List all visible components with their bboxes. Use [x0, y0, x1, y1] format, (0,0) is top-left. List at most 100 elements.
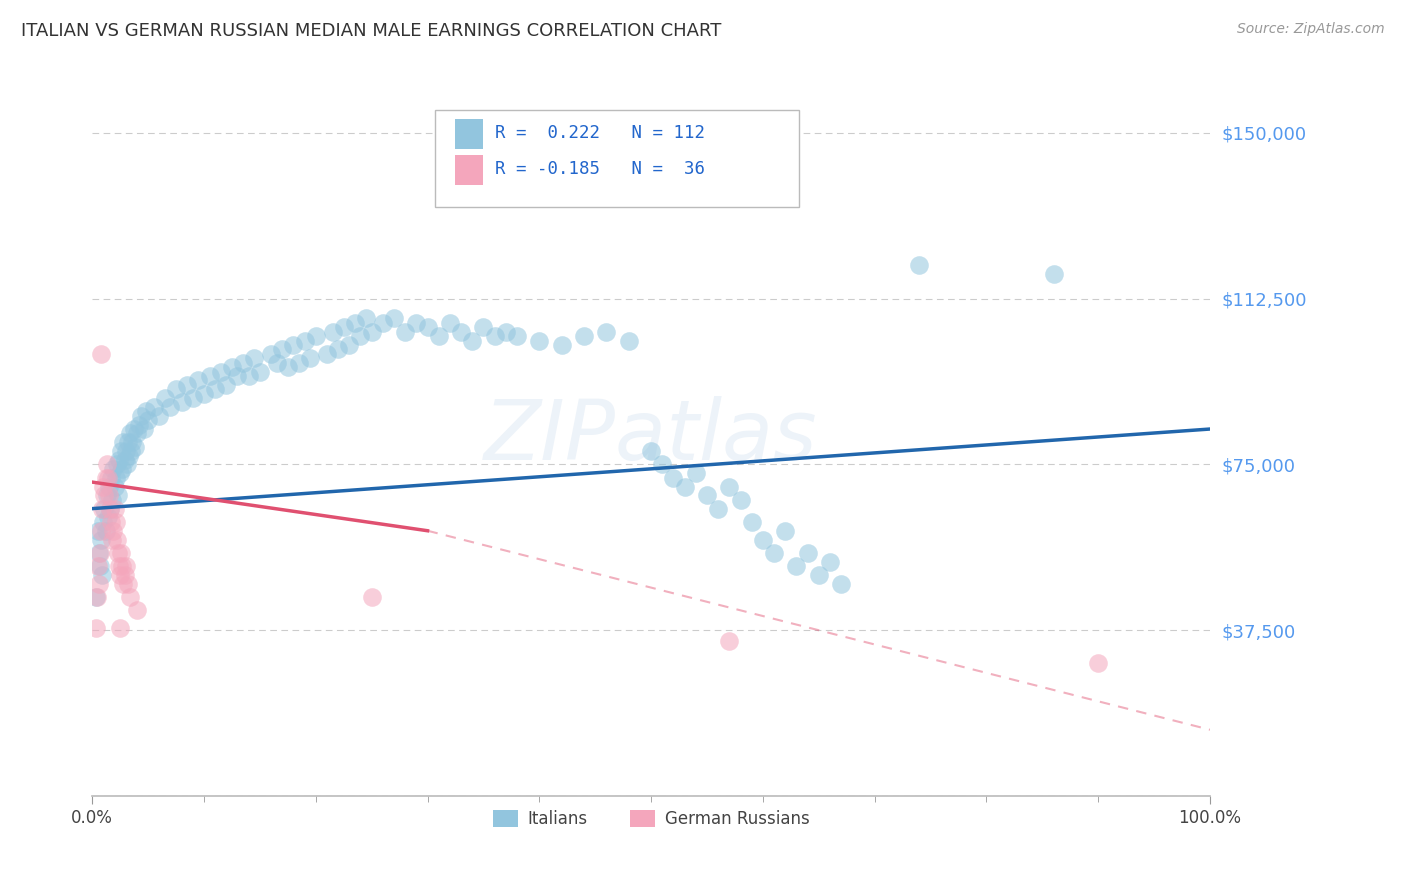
Point	[181, 391, 204, 405]
Point	[87, 524, 110, 538]
Point	[249, 365, 271, 379]
Point	[718, 634, 741, 648]
Point	[125, 426, 148, 441]
Point	[93, 479, 115, 493]
Point	[215, 377, 238, 392]
Point	[122, 422, 145, 436]
Point	[360, 590, 382, 604]
Point	[763, 546, 786, 560]
Point	[354, 311, 377, 326]
Point	[93, 515, 115, 529]
Point	[91, 568, 114, 582]
Point	[98, 501, 121, 516]
Point	[796, 546, 818, 560]
Point	[299, 351, 322, 366]
Point	[450, 325, 472, 339]
Point	[105, 533, 128, 547]
Point	[87, 576, 110, 591]
Point	[100, 515, 122, 529]
Point	[114, 559, 136, 574]
Point	[142, 400, 165, 414]
Point	[112, 435, 135, 450]
Point	[283, 338, 305, 352]
Point	[371, 316, 394, 330]
Point	[673, 479, 696, 493]
Point	[260, 347, 283, 361]
Point	[484, 329, 506, 343]
Point	[114, 453, 136, 467]
Point	[97, 479, 120, 493]
Point	[111, 462, 134, 476]
Point	[908, 259, 931, 273]
Point	[830, 576, 852, 591]
Point	[110, 444, 132, 458]
Point	[96, 488, 118, 502]
Point	[148, 409, 170, 423]
Point	[360, 325, 382, 339]
Point	[238, 368, 260, 383]
Point	[112, 576, 135, 591]
Point	[90, 533, 112, 547]
Point	[84, 590, 107, 604]
Point	[382, 311, 405, 326]
Point	[87, 559, 110, 574]
Point	[120, 426, 142, 441]
Point	[93, 488, 115, 502]
Legend: Italians, German Russians: Italians, German Russians	[486, 803, 815, 835]
Point	[84, 621, 107, 635]
Point	[114, 568, 136, 582]
Bar	[456, 120, 484, 149]
Point	[121, 435, 143, 450]
Point	[617, 334, 640, 348]
Point	[108, 559, 131, 574]
Point	[87, 546, 110, 560]
Point	[506, 329, 529, 343]
FancyBboxPatch shape	[436, 110, 799, 207]
Point	[187, 373, 209, 387]
Point	[108, 621, 131, 635]
Point	[120, 444, 142, 458]
Point	[243, 351, 266, 366]
Point	[111, 559, 134, 574]
Point	[98, 501, 121, 516]
Point	[198, 368, 221, 383]
Point	[103, 501, 125, 516]
Point	[193, 386, 215, 401]
Point	[394, 325, 416, 339]
Point	[305, 329, 328, 343]
Point	[104, 515, 127, 529]
Point	[115, 458, 138, 472]
Point	[103, 524, 125, 538]
Point	[266, 356, 288, 370]
Point	[104, 471, 127, 485]
Point	[752, 533, 775, 547]
Point	[204, 382, 226, 396]
Point	[337, 338, 360, 352]
Point	[105, 458, 128, 472]
Point	[343, 316, 366, 330]
Point	[117, 435, 139, 450]
Point	[472, 320, 495, 334]
Point	[696, 488, 718, 502]
Point	[165, 382, 187, 396]
Point	[529, 334, 551, 348]
Point	[439, 316, 461, 330]
Point	[321, 325, 343, 339]
Point	[718, 479, 741, 493]
Point	[818, 555, 841, 569]
Text: R =  0.222   N = 112: R = 0.222 N = 112	[495, 124, 704, 142]
Point	[773, 524, 796, 538]
Point	[103, 462, 125, 476]
Point	[125, 603, 148, 617]
Point	[651, 458, 673, 472]
Point	[107, 488, 129, 502]
Point	[96, 458, 118, 472]
Point	[326, 343, 349, 357]
Point	[108, 568, 131, 582]
Point	[232, 356, 254, 370]
Point	[131, 409, 153, 423]
Point	[101, 492, 124, 507]
Point	[86, 590, 108, 604]
Point	[316, 347, 339, 361]
Point	[108, 453, 131, 467]
